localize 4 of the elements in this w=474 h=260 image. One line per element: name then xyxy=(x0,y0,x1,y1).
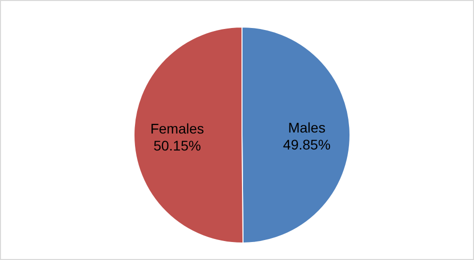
data-label: 49.85% xyxy=(283,136,331,153)
data-label: 50.15% xyxy=(153,137,201,154)
slice-label: Females xyxy=(150,120,204,136)
slice-label: Males xyxy=(288,120,326,136)
